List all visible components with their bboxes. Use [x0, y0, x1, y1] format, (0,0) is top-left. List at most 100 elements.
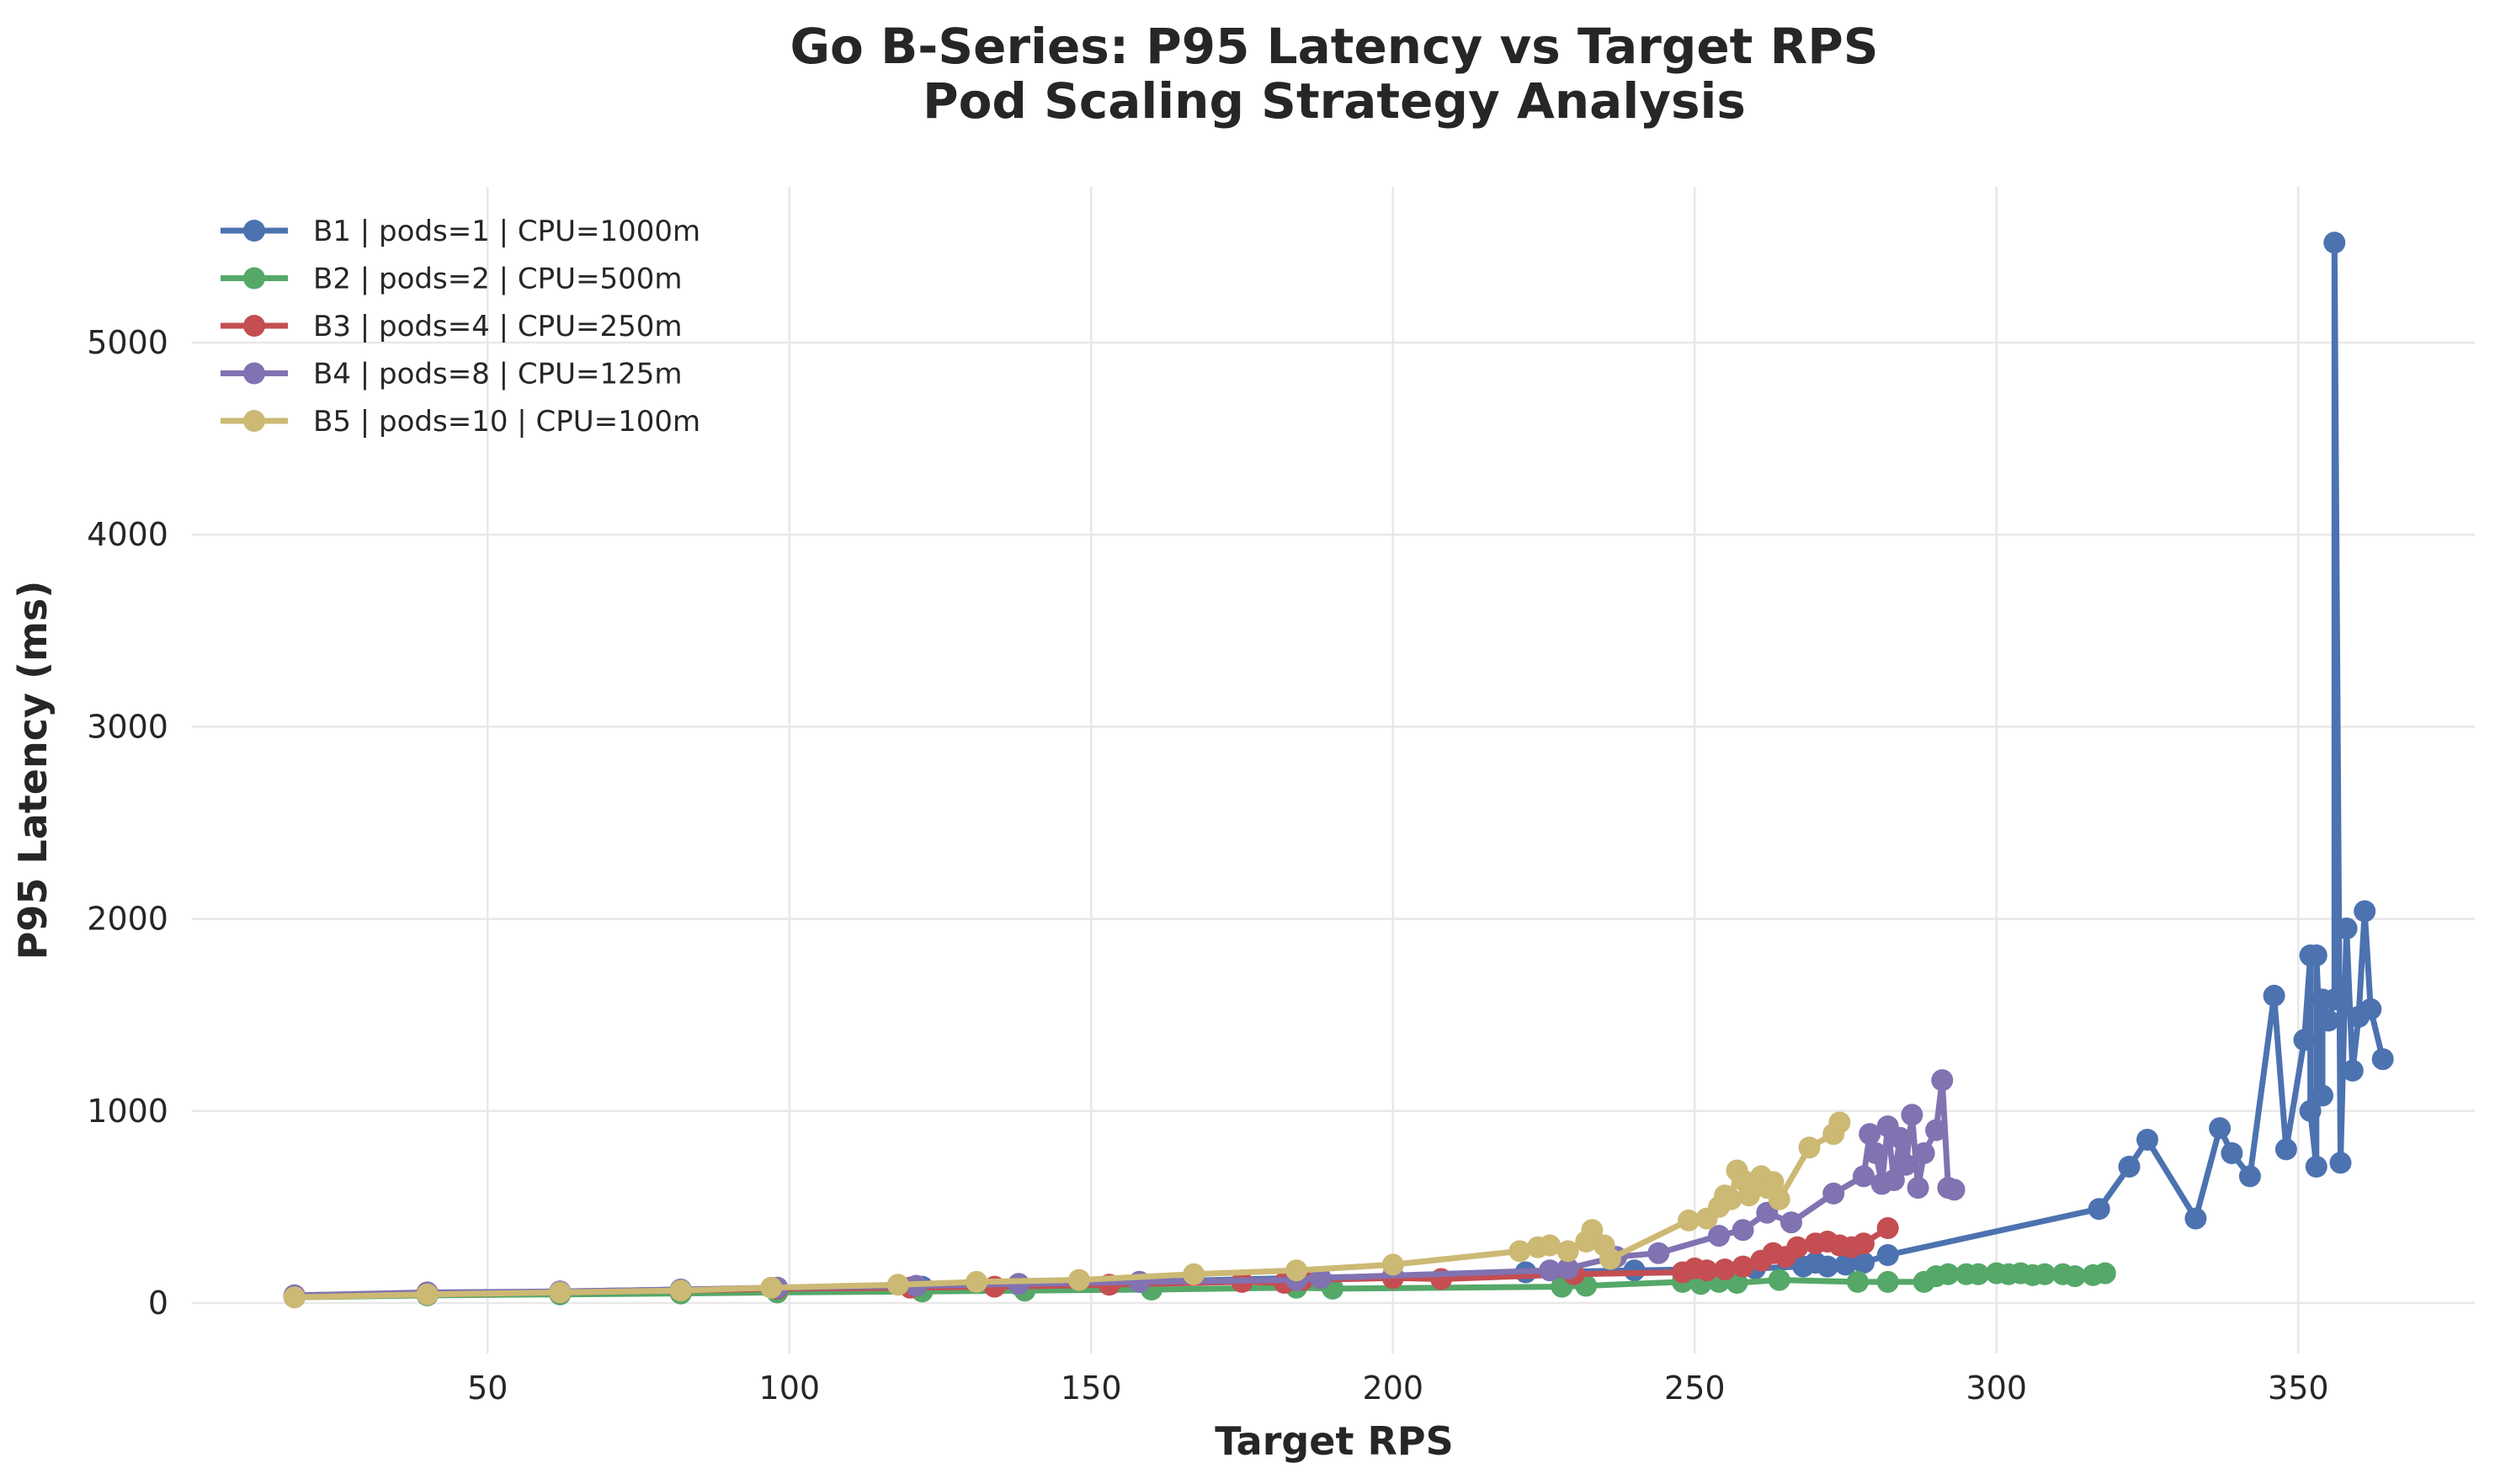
y-tick-label: 5000	[87, 324, 168, 361]
legend-label: B5 | pods=10 | CPU=100m	[313, 405, 700, 439]
data-point	[2323, 988, 2346, 1011]
data-point	[1853, 1232, 1875, 1255]
data-point	[1895, 1153, 1918, 1176]
data-point	[1828, 1111, 1851, 1134]
x-tick-label: 200	[1363, 1370, 1424, 1407]
data-point	[1508, 1240, 1531, 1263]
data-point	[1822, 1182, 1845, 1205]
y-axis-label: P95 Latency (ms)	[10, 581, 56, 960]
legend-swatch-marker	[243, 315, 265, 337]
chart-subtitle: Pod Scaling Strategy Analysis	[923, 72, 1746, 130]
data-point	[886, 1274, 909, 1296]
y-tick-label: 0	[148, 1285, 168, 1322]
x-tick-label: 350	[2268, 1370, 2329, 1407]
data-point	[1539, 1259, 1561, 1282]
data-point	[2221, 1142, 2243, 1164]
legend-label: B4 | pods=8 | CPU=125m	[313, 358, 683, 391]
grid	[192, 187, 2475, 1354]
data-point	[1732, 1255, 1754, 1278]
data-point	[2274, 1138, 2297, 1161]
data-point	[2136, 1129, 2158, 1151]
data-point	[1834, 1253, 1857, 1276]
data-point	[1599, 1247, 1621, 1270]
data-point	[416, 1283, 439, 1306]
data-point	[1647, 1242, 1670, 1264]
x-tick-label: 100	[759, 1370, 821, 1407]
data-point	[1817, 1255, 1838, 1278]
data-point	[1798, 1136, 1821, 1159]
data-point	[2323, 231, 2346, 254]
x-tick-label: 250	[1664, 1370, 1726, 1407]
data-point	[1786, 1236, 1809, 1258]
data-point	[2118, 1156, 2141, 1178]
data-point	[1901, 1104, 1923, 1126]
data-point	[2359, 997, 2382, 1020]
data-point	[2305, 1156, 2327, 1178]
data-point	[2329, 1152, 2352, 1174]
y-tick-label: 2000	[87, 901, 168, 938]
data-point	[1931, 1069, 1954, 1092]
data-point	[1714, 1258, 1737, 1281]
data-point	[1556, 1257, 1579, 1279]
data-point	[2238, 1165, 2261, 1188]
data-point	[1762, 1171, 1785, 1194]
data-point	[1907, 1177, 1929, 1199]
data-point	[2299, 1099, 2322, 1122]
series-5	[283, 1111, 1851, 1309]
data-point	[1876, 1217, 1899, 1239]
data-point	[1183, 1263, 1205, 1285]
y-tick-label: 1000	[87, 1093, 168, 1130]
legend-swatch-marker	[243, 410, 265, 432]
data-point	[1285, 1259, 1308, 1282]
data-point	[1556, 1240, 1579, 1263]
data-point	[1067, 1269, 1090, 1291]
data-point	[1853, 1165, 1875, 1188]
data-point	[1780, 1211, 1802, 1234]
legend-item: B4 | pods=8 | CPU=125m	[221, 358, 683, 391]
legend-label: B3 | pods=4 | CPU=250m	[313, 310, 683, 343]
data-point	[2311, 1084, 2333, 1107]
data-point	[1967, 1263, 1990, 1285]
data-point	[1889, 1126, 1912, 1149]
legend-swatch-marker	[243, 220, 265, 242]
legend-item: B3 | pods=4 | CPU=250m	[221, 310, 683, 343]
data-point	[2184, 1207, 2207, 1230]
legend-item: B5 | pods=10 | CPU=100m	[221, 405, 700, 439]
data-point	[2335, 918, 2358, 939]
data-point	[966, 1270, 988, 1293]
legend-item: B2 | pods=2 | CPU=500m	[221, 263, 683, 296]
data-point	[1846, 1270, 1869, 1293]
x-tick-label: 150	[1061, 1370, 1122, 1407]
data-point	[1925, 1119, 1948, 1141]
y-tick-label: 3000	[87, 708, 168, 745]
data-point	[669, 1279, 692, 1302]
data-point	[1309, 1267, 1332, 1290]
data-point	[2064, 1265, 2086, 1288]
data-point	[1708, 1225, 1730, 1247]
data-point	[1720, 1188, 1742, 1210]
data-point	[1859, 1123, 1881, 1146]
legend-label: B1 | pods=1 | CPU=1000m	[313, 215, 700, 248]
x-tick-label: 50	[467, 1370, 508, 1407]
data-point	[1943, 1178, 1966, 1201]
data-point	[1678, 1209, 1700, 1231]
data-point	[2354, 900, 2376, 923]
data-point	[760, 1276, 783, 1299]
data-point	[2317, 1009, 2340, 1032]
data-point	[1882, 1169, 1905, 1191]
data-point	[1853, 1252, 1875, 1274]
tick-labels: 50 100 150 200 250 300 350 0 1000 2000 3000 4000 500…	[87, 324, 2328, 1407]
data-point	[549, 1281, 572, 1304]
legend: B1 | pods=1 | CPU=1000m B2 | pods=2 | CPU…	[221, 215, 700, 439]
data-point	[1581, 1219, 1604, 1242]
data-point	[2088, 1198, 2110, 1221]
data-point	[2293, 1029, 2316, 1051]
data-point	[1695, 1259, 1718, 1282]
data-point	[1876, 1244, 1899, 1266]
legend-swatch-marker	[243, 362, 265, 385]
x-axis-label: Target RPS	[1215, 1418, 1454, 1464]
legend-label: B2 | pods=2 | CPU=500m	[313, 263, 683, 296]
data-point	[1732, 1219, 1754, 1242]
